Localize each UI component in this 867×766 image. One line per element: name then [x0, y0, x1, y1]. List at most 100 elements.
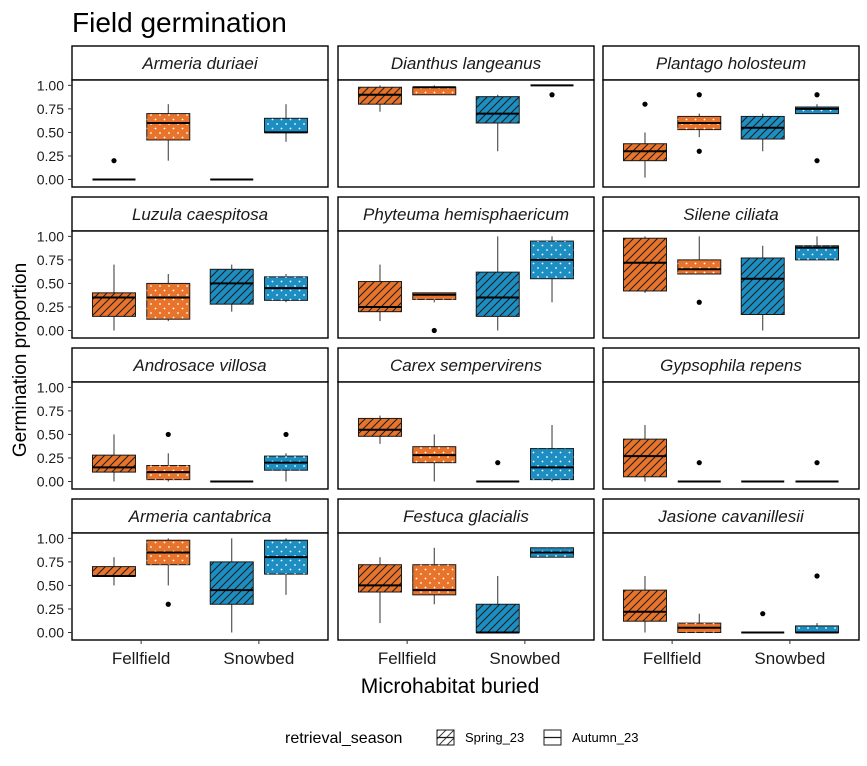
box-fellfield-spring_23: [91, 557, 136, 586]
box-pattern: [146, 113, 190, 140]
box-snowbed-autumn_23: [264, 538, 309, 595]
y-tick-label: 0.00: [37, 172, 64, 188]
box-pattern: [92, 455, 136, 473]
box-fellfield-spring_23: [622, 236, 667, 293]
box-fellfield-spring_23: [357, 85, 402, 112]
box-pattern: [264, 118, 308, 133]
box-pattern: [623, 238, 667, 291]
y-tick-label: 1.00: [37, 530, 64, 546]
x-axis-tick-labels: Fellfield Snowbed Fellfield Snowbed Fellfiel…: [112, 640, 825, 668]
legend-key-autumn: [543, 729, 562, 746]
facet-strip-label: Festuca glacialis: [403, 507, 529, 526]
facet-phyteuma-hemisphaericum: Phyteuma hemisphaericum: [337, 196, 595, 339]
x-tick-label: Fellfield: [112, 649, 171, 668]
box-pattern: [623, 439, 667, 477]
box-fellfield-autumn_23: [412, 434, 457, 482]
facet-strip-label: Luzula caespitosa: [132, 205, 268, 224]
facet-strip: [602, 347, 860, 383]
facet-strip: [71, 347, 329, 383]
box-pattern: [210, 269, 254, 305]
y-tick-label: 0.25: [37, 299, 64, 315]
box-snowbed-autumn_23: [530, 425, 575, 482]
box-fellfield-autumn_23: [146, 104, 191, 161]
facet-silene-ciliata: Silene ciliata: [602, 196, 860, 339]
facet-strip-label: Armeria cantabrica: [128, 507, 272, 526]
facet-panel: [602, 79, 860, 188]
facet-festuca-glacialis: Festuca glacialis: [337, 498, 595, 641]
box-fellfield-spring_23: [622, 101, 667, 178]
facet-strip: [71, 498, 329, 534]
box-snowbed-autumn_23: [795, 460, 839, 483]
outlier-point: [549, 92, 555, 98]
facet-dianthus-langeanus: Dianthus langeanus: [337, 45, 595, 188]
facet-strip-label: Gypsophila repens: [660, 356, 802, 375]
box-pattern: [476, 272, 520, 317]
box-pattern: [795, 625, 839, 633]
box-snowbed-autumn_23: [795, 92, 840, 164]
outlier-point: [814, 573, 820, 579]
y-tick-label: 1.00: [37, 228, 64, 244]
box-snowbed-spring_23: [741, 611, 785, 634]
outlier-point: [696, 92, 702, 98]
facet-armeria-duriaei: Armeria duriaei 0.00 0.25 0.50 0.75 1.00: [37, 45, 329, 188]
y-tick-label: 0.00: [37, 323, 64, 339]
box-pattern: [741, 258, 785, 315]
box-pattern: [795, 107, 839, 114]
box-snowbed-spring_23: [740, 113, 785, 152]
box-pattern: [677, 259, 721, 275]
x-tick-label: Fellfield: [643, 649, 702, 668]
y-tick-label: 0.75: [37, 252, 64, 268]
x-tick-label: Fellfield: [378, 649, 437, 668]
box-snowbed-autumn_23: [264, 104, 309, 142]
box-fellfield-spring_23: [91, 434, 136, 482]
box-snowbed-autumn_23: [264, 431, 309, 482]
box-fellfield-autumn_23: [146, 274, 191, 322]
legend-title: retrieval_season: [285, 730, 402, 747]
outlier-point: [760, 611, 766, 617]
box-pattern: [210, 561, 254, 605]
facet-jasione-cavanillesii: Jasione cavanillesii: [602, 498, 860, 641]
box-pattern: [412, 87, 456, 95]
box-fellfield-spring_23: [92, 158, 136, 181]
box-snowbed-autumn_23: [264, 274, 309, 303]
box-fellfield-spring_23: [91, 264, 136, 331]
y-tick-label: 0.50: [37, 275, 64, 291]
x-tick-label: Snowbed: [754, 649, 825, 668]
box-fellfield-autumn_23: [146, 431, 191, 482]
box-pattern: [795, 245, 839, 260]
box-snowbed-autumn_23: [530, 84, 574, 98]
chart-title: Field germination: [72, 7, 287, 38]
box-pattern: [412, 292, 456, 300]
facet-strip: [602, 498, 860, 534]
y-axis-label: Germination proportion: [10, 263, 31, 457]
box-pattern: [530, 448, 574, 480]
outlier-point: [165, 431, 171, 438]
box-snowbed-autumn_23: [795, 236, 840, 261]
box-pattern: [623, 590, 667, 622]
y-tick-label: 0.50: [37, 577, 64, 593]
facet-strip: [337, 498, 595, 534]
facet-grid: Armeria duriaei 0.00 0.25 0.50 0.75 1.00 Diant…: [37, 45, 860, 641]
box-snowbed-autumn_23: [530, 236, 575, 303]
box-pattern: [146, 283, 190, 320]
box-snowbed-autumn_23: [530, 547, 575, 558]
box-snowbed-spring_23: [475, 576, 520, 634]
x-axis-label: Microhabitat buried: [361, 675, 540, 698]
facet-androsace-villosa: Androsace villosa 0.00 0.25 0.50 0.75 1.00: [37, 347, 329, 490]
box-pattern: [476, 604, 520, 633]
outlier-point: [696, 299, 702, 305]
box-snowbed-spring_23: [209, 264, 254, 312]
box-pattern: [92, 566, 136, 577]
y-tick-label: 1.00: [37, 77, 64, 93]
y-tick-label: 0.75: [37, 403, 64, 419]
box-fellfield-autumn_23: [677, 92, 722, 154]
legend-key-spring: [436, 729, 455, 746]
box-fellfield-spring_23: [357, 557, 402, 624]
outlier-point: [283, 431, 289, 438]
box-fellfield-autumn_23: [412, 547, 457, 605]
box-snowbed-autumn_23: [795, 573, 840, 634]
facet-strip-label: Carex sempervirens: [390, 356, 543, 375]
box-snowbed-spring_23: [476, 460, 520, 483]
y-tick-label: 0.00: [37, 625, 64, 641]
